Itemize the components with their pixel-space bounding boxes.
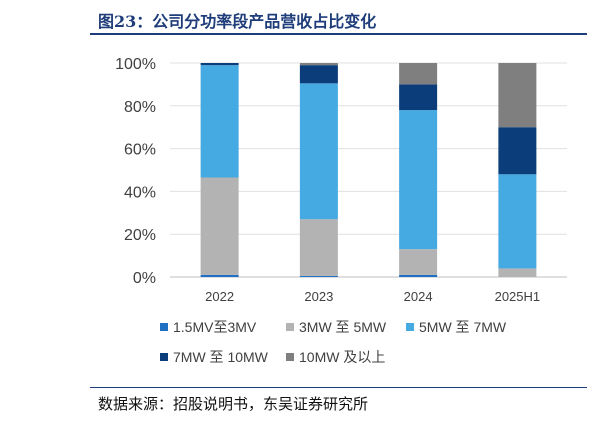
y-tick-label: 60% [124,142,156,159]
bar-segment [399,84,438,111]
legend-swatch [160,353,168,361]
bar-segment [200,65,239,178]
legend-label: 10MW 及以上 [299,349,385,365]
legend-label: 3MW 至 5MW [299,319,387,335]
bars [200,63,537,277]
legend-label: 5MW 至 7MW [419,319,507,335]
legend-swatch [406,323,414,331]
bar-segment [399,110,438,250]
y-tick-label: 100% [115,56,156,73]
title-rule [90,33,587,35]
bar-segment [299,83,338,220]
bar-segment [299,219,338,276]
legend-swatch [160,323,168,331]
bar-segment [498,127,537,175]
y-tick-label: 20% [124,227,156,244]
bar-segment [200,177,239,275]
legend-swatch [286,323,294,331]
y-axis-ticks: 0% 20% 40% 60% 80% 100% [115,56,156,287]
y-tick-label: 80% [124,99,156,116]
legend-label: 1.5MV至3MV [173,319,257,335]
bar-segment [498,174,537,269]
bar-segment [200,63,239,66]
bar-segment [299,275,338,277]
x-axis-ticks: 2022 2023 2024 2025H1 [205,289,540,304]
bar-segment [399,63,438,85]
bar-segment [498,268,537,277]
bar-segment [200,274,239,277]
source-note: 数据来源：招股说明书，东吴证券研究所 [98,395,369,413]
bar-segment [299,65,338,84]
legend-swatch [286,353,294,361]
y-tick-label: 0% [133,270,156,287]
figure-title: 图23：公司分功率段产品营收占比变化 [98,12,377,31]
bar-segment [399,274,438,277]
x-tick-label: 2023 [304,289,333,304]
y-tick-label: 40% [124,184,156,201]
legend: 1.5MV至3MV 3MW 至 5MW 5MW 至 7MW 7MW 至 10MW 10M… [160,319,507,365]
bar-segment [299,63,338,66]
bar-segment [399,249,438,275]
x-tick-label: 2025H1 [495,289,541,304]
x-tick-label: 2022 [205,289,234,304]
bar-segment [498,63,537,128]
x-tick-label: 2024 [404,289,433,304]
legend-label: 7MW 至 10MW [173,349,269,365]
source-rule [90,387,587,388]
